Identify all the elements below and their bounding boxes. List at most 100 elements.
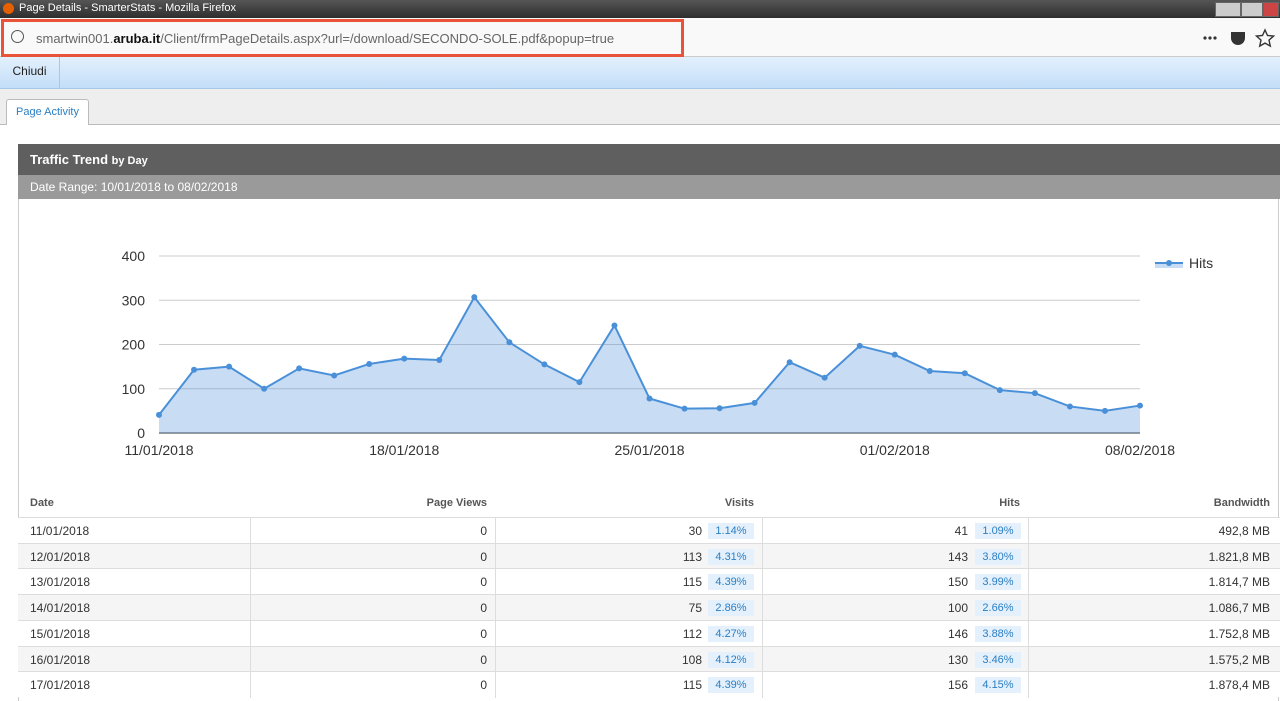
- tab-strip: Page Activity: [0, 89, 1280, 125]
- bandwidth-cell: 492,8 MB: [1218, 524, 1270, 538]
- y-tick-label: 200: [122, 337, 146, 353]
- point: [1101, 407, 1108, 414]
- hits-percent: 1.09%: [975, 523, 1021, 539]
- cell-divider: [495, 595, 496, 622]
- address-bar: smartwin001.aruba.it/Client/frmPageDetai…: [0, 18, 1280, 57]
- cell-divider: [495, 569, 496, 596]
- panel-body: [18, 199, 1279, 701]
- point: [506, 339, 513, 346]
- title-bar: Page Details - SmarterStats - Mozilla Fi…: [0, 0, 1280, 18]
- column-header: Page Views: [426, 497, 487, 509]
- cell-divider: [250, 569, 251, 596]
- cell-divider: [1028, 595, 1029, 622]
- point: [996, 387, 1003, 394]
- cell-divider: [250, 543, 251, 570]
- bandwidth-cell: 1.752,8 MB: [1208, 626, 1270, 641]
- point: [751, 399, 758, 406]
- cell-divider: [762, 518, 763, 544]
- panel-title: Traffic Trend by Day: [30, 152, 148, 167]
- visits-percent: 2.86%: [708, 600, 754, 617]
- maximize-button[interactable]: [1241, 2, 1263, 17]
- visits-percent: 4.39%: [708, 677, 754, 694]
- cell-divider: [495, 543, 496, 570]
- x-tick-label: 18/01/2018: [369, 442, 439, 458]
- point: [471, 294, 478, 301]
- table-row: 11/01/2018 0 30 1.14% 41 1.09% 492,8 MB: [18, 517, 1280, 544]
- page-views-cell: 0: [480, 524, 487, 538]
- point: [961, 370, 968, 377]
- point: [1066, 403, 1073, 410]
- url[interactable]: smartwin001.aruba.it/Client/frmPageDetai…: [36, 31, 614, 46]
- hits-cell: 41: [954, 524, 968, 538]
- hits-percent: 3.80%: [975, 548, 1021, 565]
- browser-icons: [1203, 28, 1275, 48]
- hits-percent: 2.66%: [975, 600, 1021, 617]
- menu-dot[interactable]: [1208, 36, 1212, 40]
- point: [191, 366, 198, 373]
- bandwidth-cell: 1.086,7 MB: [1208, 601, 1270, 616]
- data-table: Date Page Views Visits Hits Bandwidth 11/01/2…: [18, 490, 1280, 701]
- bookmark-star[interactable]: [1254, 28, 1275, 48]
- hits-cell: 100: [947, 601, 968, 616]
- cell-divider: [762, 595, 763, 622]
- point: [331, 372, 338, 379]
- cell-divider: [762, 646, 763, 673]
- hits-cell: 156: [947, 678, 968, 693]
- point: [1031, 390, 1038, 397]
- cell-divider: [250, 646, 251, 673]
- visits-cell: 75: [688, 601, 702, 616]
- visits-percent: 1.14%: [708, 523, 754, 539]
- visits-cell: 30: [688, 524, 702, 538]
- cell-divider: [250, 518, 251, 544]
- info-icon[interactable]: [11, 30, 24, 43]
- point: [891, 351, 898, 358]
- visits-percent: 4.27%: [708, 625, 754, 642]
- cell-divider: [762, 620, 763, 647]
- legend-label: Hits: [1189, 255, 1213, 271]
- area: [159, 297, 1140, 433]
- minimize-button[interactable]: [1215, 2, 1241, 17]
- app-icon: [3, 3, 14, 14]
- column-header: Bandwidth: [1213, 497, 1270, 509]
- toolbar: Chiudi: [0, 57, 1280, 89]
- x-tick-label: 11/01/2018: [124, 442, 193, 458]
- close-window-button[interactable]: [1263, 2, 1279, 17]
- visits-cell: 112: [682, 626, 702, 641]
- cell-divider: [495, 646, 496, 673]
- cell-divider: [762, 543, 763, 570]
- close-button[interactable]: Chiudi: [0, 57, 60, 88]
- page-views-cell: 0: [480, 678, 487, 693]
- table-row: 16/01/2018 0 108 4.12% 130 3.46% 1.575,2 MB: [18, 645, 1280, 673]
- tab[interactable]: Page Activity: [6, 99, 89, 125]
- point: [716, 405, 723, 412]
- cell-divider: [495, 620, 496, 647]
- visits-cell: 115: [682, 575, 702, 590]
- cell-divider: [1028, 543, 1029, 570]
- hits-cell: 146: [947, 626, 968, 641]
- panel-title-main: Traffic Trend: [30, 152, 109, 167]
- table-row: 17/01/2018 0 115 4.39% 156 4.15% 1.878,4 MB: [18, 671, 1280, 699]
- page-views-cell: 0: [480, 652, 487, 667]
- menu-dot[interactable]: [1213, 36, 1217, 40]
- cell-divider: [495, 518, 496, 544]
- pocket-icon[interactable]: [1231, 32, 1245, 45]
- point: [786, 359, 793, 366]
- url-prefix: smartwin001.: [36, 31, 114, 46]
- url-domain: aruba.it: [113, 31, 161, 46]
- point: [226, 363, 233, 370]
- page-views-cell: 0: [480, 601, 487, 616]
- x-tick-label: 25/01/2018: [614, 442, 684, 458]
- hits-cell: 150: [947, 575, 968, 590]
- y-tick-label: 300: [122, 292, 146, 308]
- visits-percent: 4.31%: [708, 548, 754, 565]
- y-tick-label: 0: [137, 425, 145, 441]
- point: [821, 374, 828, 381]
- cell-divider: [250, 672, 251, 699]
- hits-percent: 4.15%: [975, 677, 1021, 694]
- cell-divider: [1028, 672, 1029, 699]
- date-range-bar: Date Range: 10/01/2018 to 08/02/2018: [18, 175, 1280, 199]
- point: [436, 356, 443, 363]
- date-cell: 14/01/2018: [30, 601, 91, 616]
- menu-dot[interactable]: [1203, 36, 1207, 40]
